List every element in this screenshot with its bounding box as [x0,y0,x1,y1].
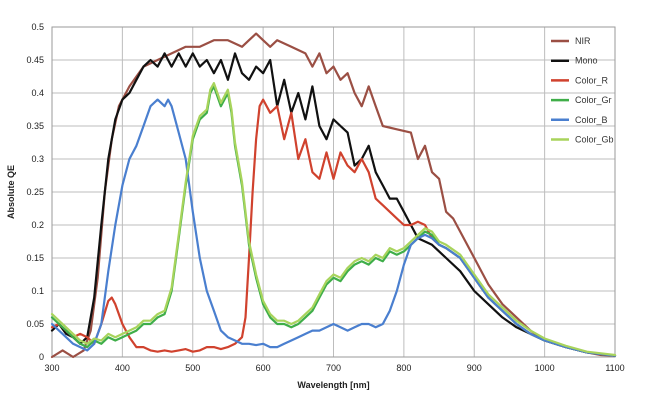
series-line-mono [50,52,617,357]
y-tick-label-0: 0 [39,352,44,362]
plot-border [51,26,616,358]
y-tick-label-7: 0.35 [26,121,44,131]
y-tick-label-3: 0.15 [26,253,44,263]
legend-label-color-gr: Color_Gr [575,95,612,105]
x-tick-label-4: 700 [326,363,341,373]
legend-label-mono: Mono [575,56,598,66]
y-tick-label-4: 0.2 [31,220,44,230]
x-tick-label-3: 600 [256,363,271,373]
x-tick-label-0: 300 [44,363,59,373]
y-tick-label-2: 0.1 [31,286,44,296]
x-axis-label: Wavelength [nm] [297,380,369,390]
legend-label-color-b: Color_B [575,115,608,125]
x-tick-label-2: 500 [185,363,200,373]
plot-frame [51,26,616,358]
legend-label-nir: NIR [575,36,591,46]
x-tick-label-8: 1100 [605,363,624,373]
legend: NIR Mono Color_R Color_Gr Color_B Color_Gb [551,36,614,145]
x-tick-label-7: 1000 [535,363,555,373]
y-tick-label-8: 0.4 [31,88,44,98]
y-tick-label-1: 0.05 [26,319,44,329]
y-tick-label-6: 0.3 [31,154,44,164]
x-tick-label-6: 900 [467,363,482,373]
x-tick-label-1: 400 [115,363,130,373]
series-line-color-gb [50,82,617,357]
series-layer [50,32,617,359]
legend-label-color-gb: Color_Gb [575,135,614,145]
series-line-nir [50,32,617,359]
y-axis: 0 0.05 0.1 0.15 0.2 0.25 0.3 0.35 0.4 0.45 0.5 [26,22,44,362]
x-axis: 300 400 500 600 700 800 900 1000 1100 [44,363,624,373]
x-tick-label-5: 800 [396,363,411,373]
y-tick-label-5: 0.25 [26,187,44,197]
y-tick-label-10: 0.5 [31,22,44,32]
y-axis-label: Absolute QE [6,165,16,219]
y-tick-label-9: 0.45 [26,55,44,65]
legend-label-color-r: Color_R [575,75,609,85]
series-line-color-b [50,98,617,357]
